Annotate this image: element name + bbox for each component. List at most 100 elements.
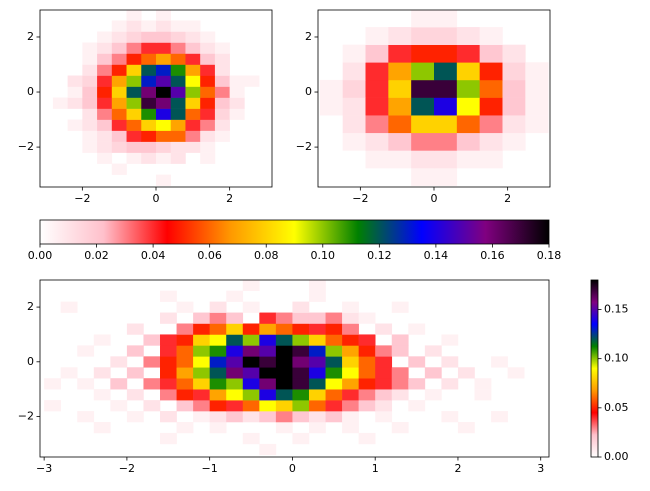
- heatmap-cell: [292, 301, 310, 313]
- colorbar-tick-label: 0.05: [604, 401, 629, 414]
- heatmap-cell: [275, 421, 293, 434]
- x-tick-label: 2: [454, 462, 461, 475]
- heatmap-cell: [507, 367, 525, 379]
- heatmap-cell: [97, 108, 113, 120]
- heatmap-cell: [424, 389, 442, 401]
- heatmap-cell: [156, 141, 172, 153]
- heatmap-cell: [388, 62, 412, 81]
- heatmap-cell: [156, 20, 172, 32]
- heatmap-cell: [259, 400, 277, 412]
- heatmap-cell: [214, 108, 230, 120]
- heatmap-cell: [375, 345, 393, 357]
- heatmap-cell: [391, 378, 409, 390]
- heatmap-cell: [209, 334, 227, 346]
- heatmap-cell: [229, 108, 245, 120]
- plot-area: [52, 10, 260, 186]
- heatmap-cell: [242, 323, 260, 335]
- heatmap-cell: [411, 115, 435, 134]
- heatmap-cell: [242, 301, 260, 313]
- heatmap-cell: [226, 400, 244, 412]
- heatmap-cell: [126, 152, 142, 164]
- heatmap-cell: [342, 356, 359, 368]
- heatmap-cell: [97, 152, 113, 164]
- heatmap-cell: [141, 119, 157, 131]
- heatmap-cell: [308, 367, 326, 379]
- heatmap-cell: [259, 389, 277, 401]
- heatmap-cell: [456, 27, 480, 45]
- heatmap-cell: [77, 378, 95, 390]
- heatmap-cell: [193, 356, 210, 368]
- x-tick-label: −2: [352, 192, 368, 205]
- heatmap-cell: [111, 130, 127, 142]
- heatmap-cell: [209, 367, 227, 379]
- heatmap-cell: [156, 119, 172, 131]
- heatmap-cell: [97, 130, 113, 142]
- heatmap-cell: [214, 75, 230, 87]
- heatmap-cell: [156, 75, 172, 87]
- heatmap-cell: [170, 97, 186, 109]
- heatmap-cell: [156, 174, 172, 186]
- heatmap-cell: [275, 323, 293, 335]
- heatmap-cell: [292, 356, 310, 368]
- heatmap-cell: [200, 130, 216, 142]
- heatmap-cell: [434, 168, 458, 186]
- heatmap-cell: [391, 367, 409, 379]
- heatmap-cell: [200, 75, 216, 87]
- heatmap-cell: [391, 421, 409, 434]
- heatmap-cell: [185, 53, 201, 65]
- colorbar-tick-label: 0.00: [28, 249, 53, 262]
- heatmap-cell: [325, 400, 343, 412]
- heatmap-cell: [375, 378, 393, 390]
- heatmap-cell: [275, 389, 293, 401]
- heatmap-cell: [434, 27, 458, 45]
- heatmap-cell: [242, 367, 260, 379]
- heatmap-cell: [170, 86, 186, 98]
- colorbar-tick-label: 0.15: [604, 303, 629, 316]
- heatmap-cell: [242, 378, 260, 390]
- heatmap-cell: [111, 64, 127, 76]
- heatmap-cell: [365, 62, 389, 81]
- heatmap-cell: [388, 44, 412, 63]
- heatmap-cell: [479, 27, 503, 45]
- heatmap-cell: [375, 323, 393, 335]
- heatmap-cell: [491, 356, 508, 368]
- colorbar-tick-label: 0.12: [367, 249, 392, 262]
- heatmap-cell: [408, 323, 426, 335]
- y-tick-label: 0: [27, 355, 34, 368]
- heatmap-cell: [388, 115, 412, 134]
- heatmap-cell: [141, 97, 157, 109]
- heatmap-cell: [391, 389, 409, 401]
- heatmap-cell: [434, 79, 458, 98]
- heatmap-cell: [308, 411, 326, 423]
- heatmap-cell: [156, 53, 172, 65]
- y-tick-label: 2: [27, 300, 34, 313]
- heatmap-cell: [292, 432, 310, 445]
- heatmap-cell: [67, 86, 83, 98]
- heatmap-cell: [200, 141, 216, 153]
- heatmap-cell: [358, 356, 376, 368]
- heatmap-cell: [209, 421, 227, 434]
- heatmap-cell: [170, 20, 186, 32]
- heatmap-cell: [342, 411, 359, 423]
- axes-frame: [39, 279, 550, 458]
- heatmap-cell: [391, 334, 409, 346]
- heatmap-cell: [67, 97, 83, 109]
- heatmap-cell: [200, 97, 216, 109]
- heatmap-cell: [111, 119, 127, 131]
- heatmap-cell: [156, 86, 172, 98]
- heatmap-cell: [126, 20, 142, 32]
- heatmap-cell: [525, 115, 549, 134]
- heatmap-cell: [111, 42, 127, 54]
- heatmap-cell: [126, 42, 142, 54]
- heatmap-cell: [342, 378, 359, 390]
- colorbar-tick-label: 0.18: [537, 249, 562, 262]
- heatmap-cell: [209, 378, 227, 390]
- colorbar: [39, 219, 550, 245]
- heatmap-cell: [170, 108, 186, 120]
- heatmap-cell: [525, 97, 549, 116]
- heatmap-cell: [200, 108, 216, 120]
- heatmap-cell: [110, 378, 128, 390]
- heatmap-cell: [226, 378, 244, 390]
- heatmap-cell: [292, 389, 310, 401]
